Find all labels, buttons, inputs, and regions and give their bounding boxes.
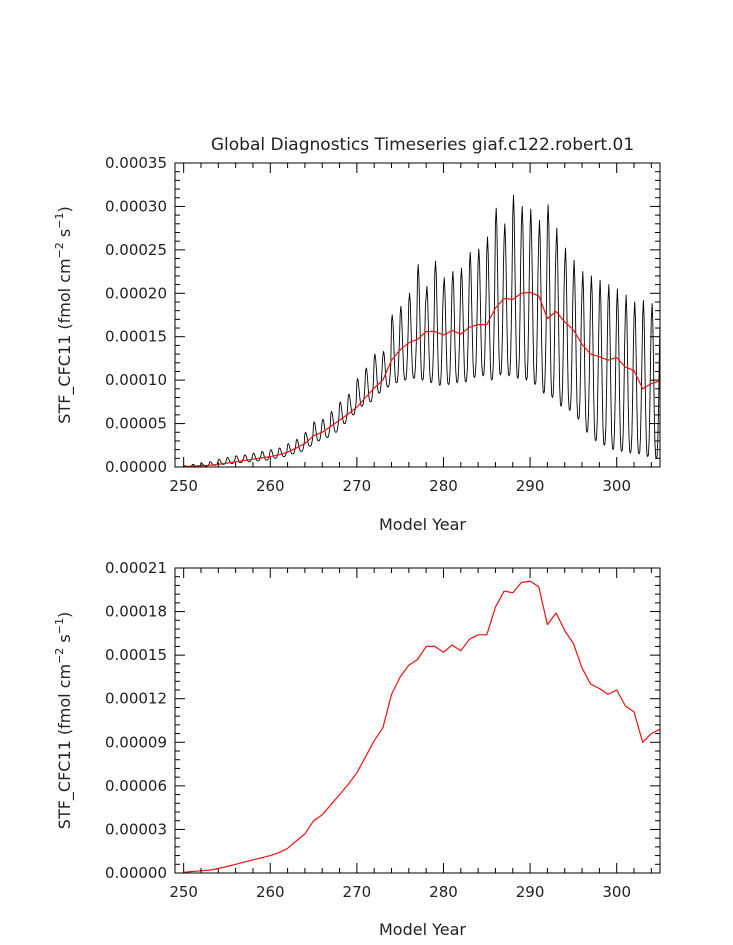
chart-title: Global Diagnostics Timeseries giaf.c122.… <box>211 135 634 155</box>
plot-frame <box>174 162 661 468</box>
y-tick-label: 0.00030 <box>105 197 167 215</box>
y-tick-label: 0.00009 <box>105 733 167 751</box>
y-axis-title: STF_CFC11 (fmol cm−2 s−1) <box>53 612 75 829</box>
series-line-monthly <box>183 194 661 468</box>
y-axis-title-close: ) <box>55 206 74 212</box>
x-tick-label: 260 <box>256 883 285 901</box>
x-tick-label: 250 <box>169 477 198 495</box>
y-tick-label: 0.00003 <box>105 820 167 838</box>
y-axis-title-sup2: −1 <box>53 213 66 229</box>
x-axis-title: Model Year <box>379 515 466 534</box>
y-axis-title-sup1: −2 <box>53 648 66 664</box>
y-tick-label: 0.00015 <box>105 646 167 664</box>
y-axis-title-close: ) <box>55 612 74 618</box>
x-tick-label: 290 <box>516 883 545 901</box>
x-tick-label: 270 <box>343 883 372 901</box>
y-axis-title-mid: s <box>55 229 74 242</box>
x-axis-title: Model Year <box>379 920 466 939</box>
y-tick-label: 0.00005 <box>105 415 167 433</box>
y-tick-label: 0.00000 <box>105 458 167 476</box>
plot-frame <box>174 567 661 874</box>
x-tick-label: 290 <box>516 477 545 495</box>
y-tick-label: 0.00025 <box>105 241 167 259</box>
x-tick-label: 260 <box>256 477 285 495</box>
y-axis-title-main: STF_CFC11 (fmol cm <box>55 664 75 829</box>
series-line-annual-mean <box>183 291 661 468</box>
x-tick-label: 280 <box>429 477 458 495</box>
y-axis-title: STF_CFC11 (fmol cm−2 s−1) <box>53 206 75 423</box>
y-tick-label: 0.00020 <box>105 284 167 302</box>
x-tick-label: 300 <box>602 477 631 495</box>
y-axis-title-mid: s <box>55 634 74 647</box>
top-chart-panel: Global Diagnostics Timeseries giaf.c122.… <box>53 135 661 534</box>
y-axis-title-main: STF_CFC11 (fmol cm <box>55 258 75 423</box>
x-tick-label: 300 <box>602 883 631 901</box>
bottom-chart-panel: 250 260 270 280 290 300 0.00000 0.00003 0.00006 0… <box>53 559 661 939</box>
y-tick-label: 0.00006 <box>105 777 167 795</box>
y-axis-title-sup2: −1 <box>53 618 66 634</box>
y-tick-label: 0.00010 <box>105 371 167 389</box>
y-axis-title-sup1: −2 <box>53 242 66 258</box>
y-tick-label: 0.00015 <box>105 328 167 346</box>
x-tick-label: 280 <box>429 883 458 901</box>
y-tick-label: 0.00021 <box>105 559 167 577</box>
y-tick-label: 0.00035 <box>105 154 167 172</box>
x-tick-label: 250 <box>169 883 198 901</box>
series-line-annual-mean <box>183 580 661 873</box>
x-tick-label: 270 <box>343 477 372 495</box>
y-tick-label: 0.00012 <box>105 690 167 708</box>
y-tick-label: 0.00018 <box>105 603 167 621</box>
y-tick-label: 0.00000 <box>105 864 167 882</box>
